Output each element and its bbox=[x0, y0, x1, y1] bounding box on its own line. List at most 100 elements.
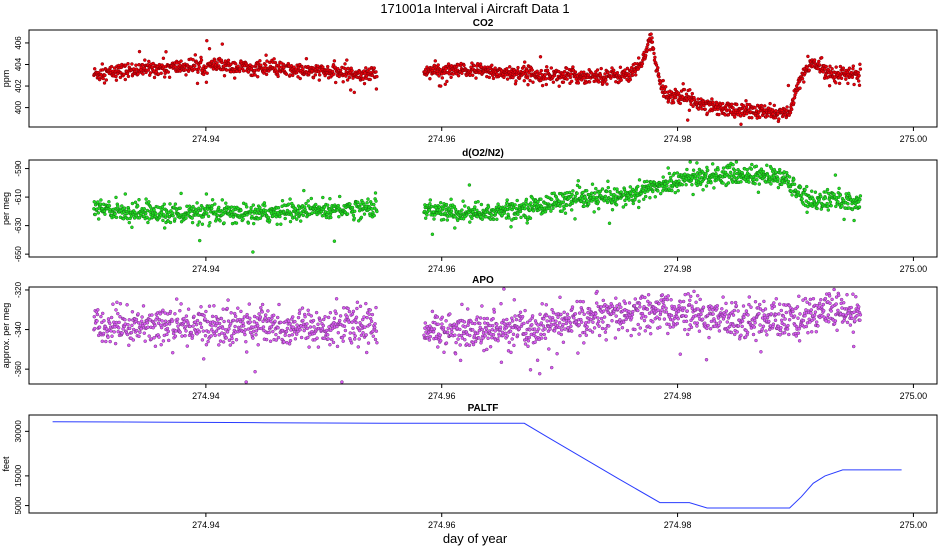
data-point bbox=[822, 70, 825, 73]
data-point bbox=[783, 323, 786, 326]
data-point bbox=[556, 352, 559, 355]
data-point bbox=[746, 331, 749, 334]
data-point bbox=[648, 196, 651, 199]
data-point bbox=[375, 341, 378, 344]
data-point bbox=[342, 340, 345, 343]
data-point bbox=[208, 305, 211, 308]
data-point bbox=[779, 333, 782, 336]
data-point bbox=[688, 109, 691, 112]
data-point bbox=[705, 166, 708, 169]
data-point bbox=[661, 85, 664, 88]
data-point bbox=[154, 324, 157, 327]
data-point bbox=[153, 336, 156, 339]
data-point bbox=[429, 199, 432, 202]
data-point bbox=[234, 62, 237, 65]
data-point bbox=[264, 317, 267, 320]
data-point bbox=[558, 326, 561, 329]
data-point bbox=[541, 84, 544, 87]
data-point bbox=[500, 302, 503, 305]
data-point bbox=[221, 327, 224, 330]
data-point bbox=[222, 308, 225, 311]
series-points bbox=[92, 33, 862, 126]
data-point bbox=[205, 39, 208, 42]
data-point bbox=[355, 316, 358, 319]
data-point bbox=[842, 67, 845, 70]
data-point bbox=[144, 340, 147, 343]
data-point bbox=[747, 313, 750, 316]
data-point bbox=[685, 315, 688, 318]
data-point bbox=[196, 71, 199, 74]
data-point bbox=[750, 168, 753, 171]
data-point bbox=[128, 318, 131, 321]
data-point bbox=[295, 218, 298, 221]
data-point bbox=[787, 180, 790, 183]
data-point bbox=[343, 334, 346, 337]
data-point bbox=[532, 81, 535, 84]
data-point bbox=[668, 323, 671, 326]
data-point bbox=[161, 219, 164, 222]
data-point bbox=[677, 310, 680, 313]
data-point bbox=[184, 325, 187, 328]
data-point bbox=[149, 206, 152, 209]
data-point bbox=[437, 323, 440, 326]
data-point bbox=[663, 304, 666, 307]
data-point bbox=[489, 345, 492, 348]
data-point bbox=[172, 214, 175, 217]
data-point bbox=[733, 333, 736, 336]
data-point bbox=[502, 334, 505, 337]
data-point bbox=[696, 322, 699, 325]
data-point bbox=[520, 216, 523, 219]
data-point bbox=[687, 292, 690, 295]
data-point bbox=[797, 191, 800, 194]
data-point bbox=[480, 203, 483, 206]
data-point bbox=[282, 340, 285, 343]
data-point bbox=[99, 203, 102, 206]
data-point bbox=[101, 312, 104, 315]
data-point bbox=[527, 83, 530, 86]
data-point bbox=[755, 178, 758, 181]
data-point bbox=[663, 318, 666, 321]
data-point bbox=[254, 370, 257, 373]
data-point bbox=[193, 315, 196, 318]
data-point bbox=[343, 325, 346, 328]
data-point bbox=[279, 321, 282, 324]
data-point bbox=[350, 341, 353, 344]
data-point bbox=[251, 215, 254, 218]
data-point bbox=[638, 305, 641, 308]
x-tick-label: 274.94 bbox=[192, 391, 220, 401]
data-point bbox=[838, 82, 841, 85]
data-point bbox=[797, 295, 800, 298]
data-point bbox=[711, 162, 714, 165]
data-point bbox=[221, 198, 224, 201]
x-tick-label: 274.98 bbox=[664, 134, 692, 144]
y-tick-label: -610 bbox=[14, 189, 23, 206]
data-point bbox=[338, 75, 341, 78]
y-tick-label: -360 bbox=[14, 361, 23, 378]
data-point bbox=[695, 161, 698, 164]
data-point bbox=[287, 203, 290, 206]
data-point bbox=[831, 67, 834, 70]
data-point bbox=[588, 80, 591, 83]
data-point bbox=[450, 76, 453, 79]
y-tick-label: -650 bbox=[14, 246, 23, 263]
data-point bbox=[480, 305, 483, 308]
data-point bbox=[276, 223, 279, 226]
data-point bbox=[492, 218, 495, 221]
data-point bbox=[138, 63, 141, 66]
data-point bbox=[508, 341, 511, 344]
data-point bbox=[762, 325, 765, 328]
data-point bbox=[646, 49, 649, 52]
data-point bbox=[583, 313, 586, 316]
data-point bbox=[181, 335, 184, 338]
data-point bbox=[788, 175, 791, 178]
data-point bbox=[180, 302, 183, 305]
data-point bbox=[335, 297, 338, 300]
data-point bbox=[627, 194, 630, 197]
data-point bbox=[830, 204, 833, 207]
data-point bbox=[594, 192, 597, 195]
data-point bbox=[169, 202, 172, 205]
data-point bbox=[115, 196, 118, 199]
data-point bbox=[130, 63, 133, 66]
data-point bbox=[338, 319, 341, 322]
